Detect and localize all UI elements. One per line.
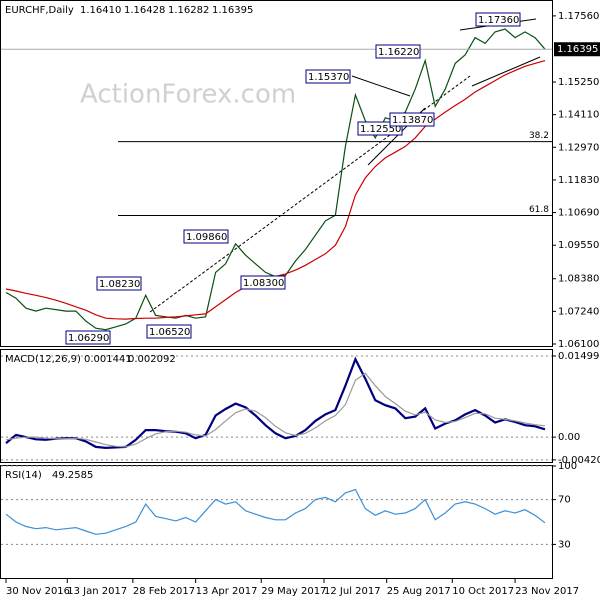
trendline	[471, 56, 541, 87]
y-tick-label: 1.10690	[558, 208, 599, 219]
annotation: 1.09860	[186, 232, 227, 243]
y-tick-label: 30	[558, 539, 571, 550]
trendline	[149, 75, 471, 313]
annotation-box	[183, 229, 229, 244]
y-tick-label: 1.08380	[558, 274, 599, 285]
x-tick-label: 23 Nov 2017	[515, 586, 579, 597]
y-tick-label: 1.06100	[558, 339, 599, 350]
annotation-box	[240, 275, 286, 290]
annotation-box	[146, 324, 192, 339]
y-tick-label: 1.09550	[558, 240, 599, 251]
series-line	[5, 488, 546, 535]
panel-title: EURCHF,Daily	[5, 5, 74, 16]
annotation: 1.06290	[68, 333, 109, 344]
fib-label: 61.8	[529, 205, 549, 215]
readout: 0.002092	[128, 354, 176, 365]
annotation: 1.08230	[99, 279, 140, 290]
y-tick-label: 1.15250	[558, 77, 599, 88]
series-line	[5, 372, 546, 448]
watermark: ActionForex.com	[80, 80, 296, 110]
ohlc-label: 1.16428	[124, 5, 165, 16]
x-tick-label: 13 Jan 2017	[67, 586, 127, 597]
annotation: 1.17360	[478, 15, 519, 26]
y-tick-label: 1.07240	[558, 306, 599, 317]
fib-label: 38.2	[529, 131, 549, 141]
panel-title: RSI(14)	[5, 470, 42, 481]
x-tick-label: 25 Aug 2017	[387, 586, 451, 597]
current-price-tag	[554, 42, 600, 57]
y-tick-label: 1.17560	[558, 11, 599, 22]
trendline	[351, 75, 411, 97]
annotation: 1.12550	[360, 124, 401, 135]
ohlc-label: 1.16410	[80, 5, 121, 16]
y-tick-label: 70	[558, 495, 571, 506]
y-tick-label: 0.00	[558, 432, 580, 443]
annotation-box	[65, 330, 111, 345]
y-tick-label: 100	[558, 461, 577, 472]
annotation: 1.06520	[149, 327, 190, 338]
annotation-box	[375, 44, 421, 59]
series-line	[5, 356, 546, 450]
annotation: 1.15370	[308, 72, 349, 83]
x-tick-label: 28 Feb 2017	[133, 586, 195, 597]
annotation-box	[389, 112, 435, 127]
ohlc-label: 1.16395	[212, 5, 253, 16]
panel-title: MACD(12,26,9)	[5, 354, 81, 365]
x-tick-label: 13 Apr 2017	[196, 586, 258, 597]
x-tick-label: 10 Oct 2017	[452, 586, 514, 597]
rsi-frame	[0, 465, 553, 579]
current-price-label: 1.16395	[557, 44, 598, 55]
price-frame	[0, 0, 553, 347]
annotation: 1.13870	[392, 115, 433, 126]
annotation-box	[96, 276, 142, 291]
annotation: 1.16220	[378, 47, 419, 58]
x-tick-label: 29 May 2017	[261, 586, 326, 597]
trendlines	[149, 18, 541, 313]
y-tick-label: 1.14110	[558, 110, 599, 121]
ohlc-label: 1.16282	[168, 5, 209, 16]
y-tick-label: 1.11830	[558, 175, 599, 186]
y-tick-label: 0.014998	[558, 351, 600, 362]
macd-frame	[0, 349, 553, 463]
x-tick-label: 30 Nov 2016	[6, 586, 70, 597]
annotation: 1.08300	[243, 278, 284, 289]
y-tick-label: 1.12970	[558, 142, 599, 153]
y-tick-label: -0.004203	[558, 455, 600, 466]
x-tick-label: 12 Jul 2017	[324, 586, 381, 597]
readout: 49.2585	[52, 470, 93, 481]
annotation-box	[305, 69, 351, 84]
readout: 0.001441	[84, 354, 132, 365]
annotation-box	[475, 12, 521, 27]
